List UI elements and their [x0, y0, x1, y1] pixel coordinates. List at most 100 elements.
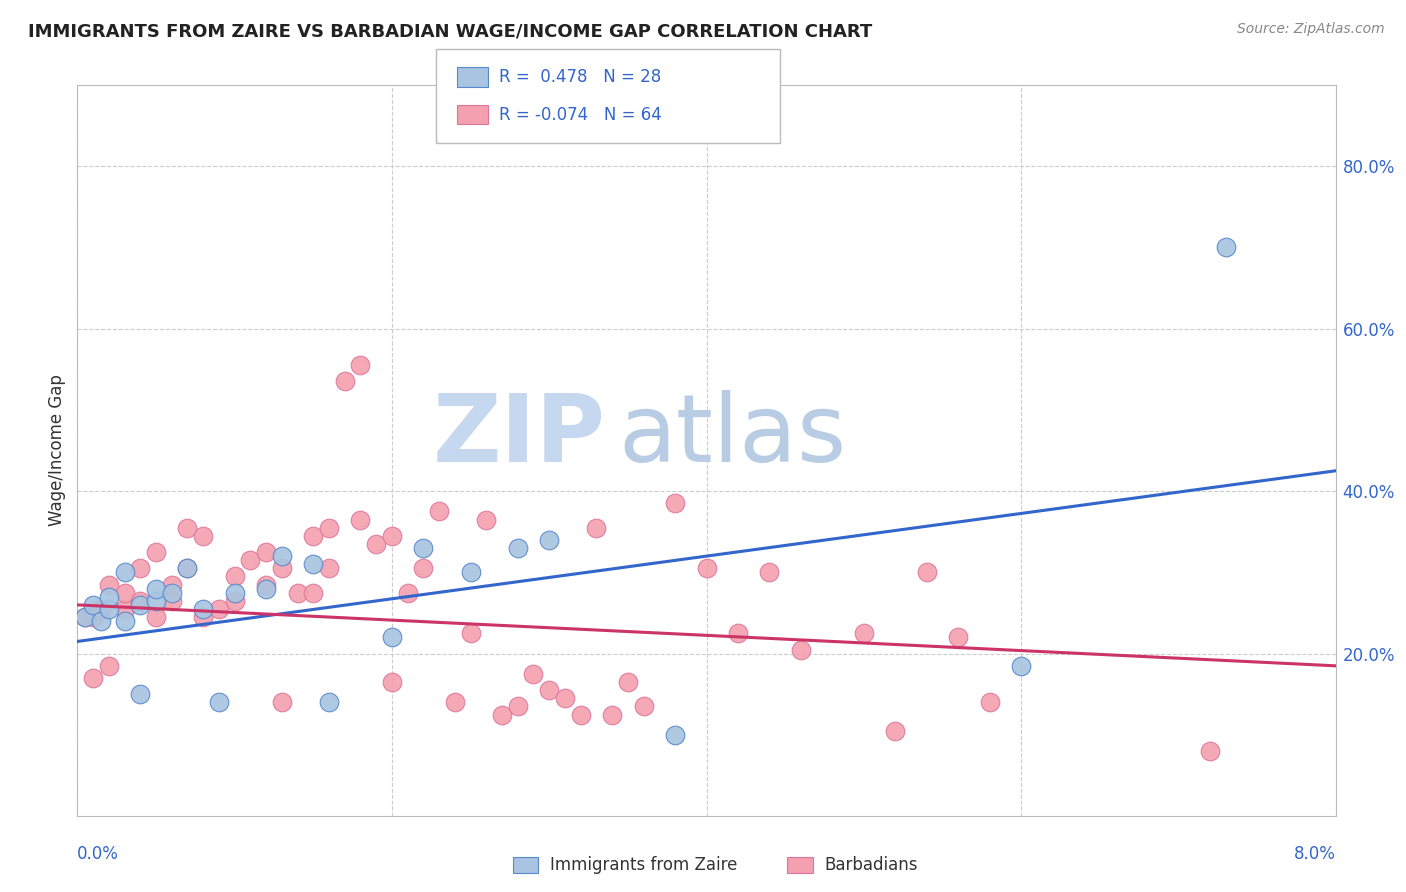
Point: [302, 585, 325, 599]
Point: [97, 577, 120, 591]
Text: Barbadians: Barbadians: [824, 856, 918, 874]
Point: [224, 585, 246, 599]
Point: [129, 687, 152, 701]
Point: [538, 533, 561, 547]
Point: [852, 626, 875, 640]
Text: R = -0.074   N = 64: R = -0.074 N = 64: [499, 105, 662, 123]
Point: [287, 585, 309, 599]
Point: [491, 707, 513, 722]
Point: [145, 545, 167, 559]
Point: [176, 561, 198, 575]
Point: [790, 642, 813, 657]
Point: [460, 566, 482, 580]
Point: [381, 675, 404, 690]
Point: [412, 561, 434, 575]
Point: [318, 521, 340, 535]
Point: [129, 561, 152, 575]
Point: [270, 561, 292, 575]
Point: [224, 569, 246, 583]
Point: [191, 602, 215, 616]
Text: atlas: atlas: [619, 390, 846, 482]
Point: [664, 496, 686, 510]
Point: [114, 585, 136, 599]
Point: [444, 695, 467, 709]
Point: [239, 553, 262, 567]
Point: [1198, 744, 1220, 758]
Point: [585, 521, 607, 535]
Point: [114, 602, 136, 616]
Point: [617, 675, 640, 690]
Point: [129, 598, 152, 612]
Point: [191, 529, 215, 543]
Point: [538, 683, 561, 698]
Point: [381, 631, 404, 645]
Point: [349, 512, 371, 526]
Point: [318, 695, 340, 709]
Point: [333, 375, 356, 389]
Point: [884, 723, 907, 738]
Point: [90, 602, 112, 616]
Point: [97, 658, 120, 673]
Text: ZIP: ZIP: [433, 390, 606, 482]
Point: [208, 695, 231, 709]
Point: [160, 585, 183, 599]
Point: [506, 541, 529, 555]
Point: [396, 585, 419, 599]
Point: [75, 610, 97, 624]
Point: [114, 566, 136, 580]
Point: [915, 566, 938, 580]
Text: 8.0%: 8.0%: [1294, 846, 1336, 863]
Y-axis label: Wage/Income Gap: Wage/Income Gap: [48, 375, 66, 526]
Point: [82, 671, 104, 685]
Point: [224, 594, 246, 608]
Point: [758, 566, 780, 580]
Point: [1215, 240, 1237, 254]
Point: [145, 610, 167, 624]
Point: [114, 614, 136, 628]
Point: [270, 549, 292, 563]
Point: [90, 614, 112, 628]
Point: [506, 699, 529, 714]
Point: [318, 561, 340, 575]
Point: [208, 602, 231, 616]
Point: [75, 610, 97, 624]
Point: [600, 707, 623, 722]
Point: [254, 577, 277, 591]
Point: [97, 602, 120, 616]
Point: [82, 598, 104, 612]
Text: 0.0%: 0.0%: [77, 846, 120, 863]
Point: [427, 504, 450, 518]
Point: [948, 631, 970, 645]
Point: [254, 582, 277, 596]
Text: IMMIGRANTS FROM ZAIRE VS BARBADIAN WAGE/INCOME GAP CORRELATION CHART: IMMIGRANTS FROM ZAIRE VS BARBADIAN WAGE/…: [28, 22, 872, 40]
Point: [696, 561, 718, 575]
Point: [554, 691, 576, 706]
Text: R =  0.478   N = 28: R = 0.478 N = 28: [499, 69, 661, 87]
Point: [412, 541, 434, 555]
Point: [349, 358, 371, 372]
Point: [664, 728, 686, 742]
Point: [302, 558, 325, 572]
Text: Immigrants from Zaire: Immigrants from Zaire: [550, 856, 737, 874]
Point: [460, 626, 482, 640]
Point: [176, 561, 198, 575]
Point: [522, 667, 544, 681]
Point: [1010, 658, 1032, 673]
Point: [97, 590, 120, 604]
Point: [381, 529, 404, 543]
Point: [727, 626, 749, 640]
Point: [160, 594, 183, 608]
Point: [979, 695, 1001, 709]
Point: [475, 512, 498, 526]
Point: [633, 699, 655, 714]
Point: [569, 707, 592, 722]
Point: [176, 521, 198, 535]
Text: Source: ZipAtlas.com: Source: ZipAtlas.com: [1237, 22, 1385, 37]
Point: [270, 695, 292, 709]
Point: [145, 594, 167, 608]
Point: [82, 610, 104, 624]
Point: [129, 594, 152, 608]
Point: [254, 545, 277, 559]
Point: [160, 577, 183, 591]
Point: [145, 582, 167, 596]
